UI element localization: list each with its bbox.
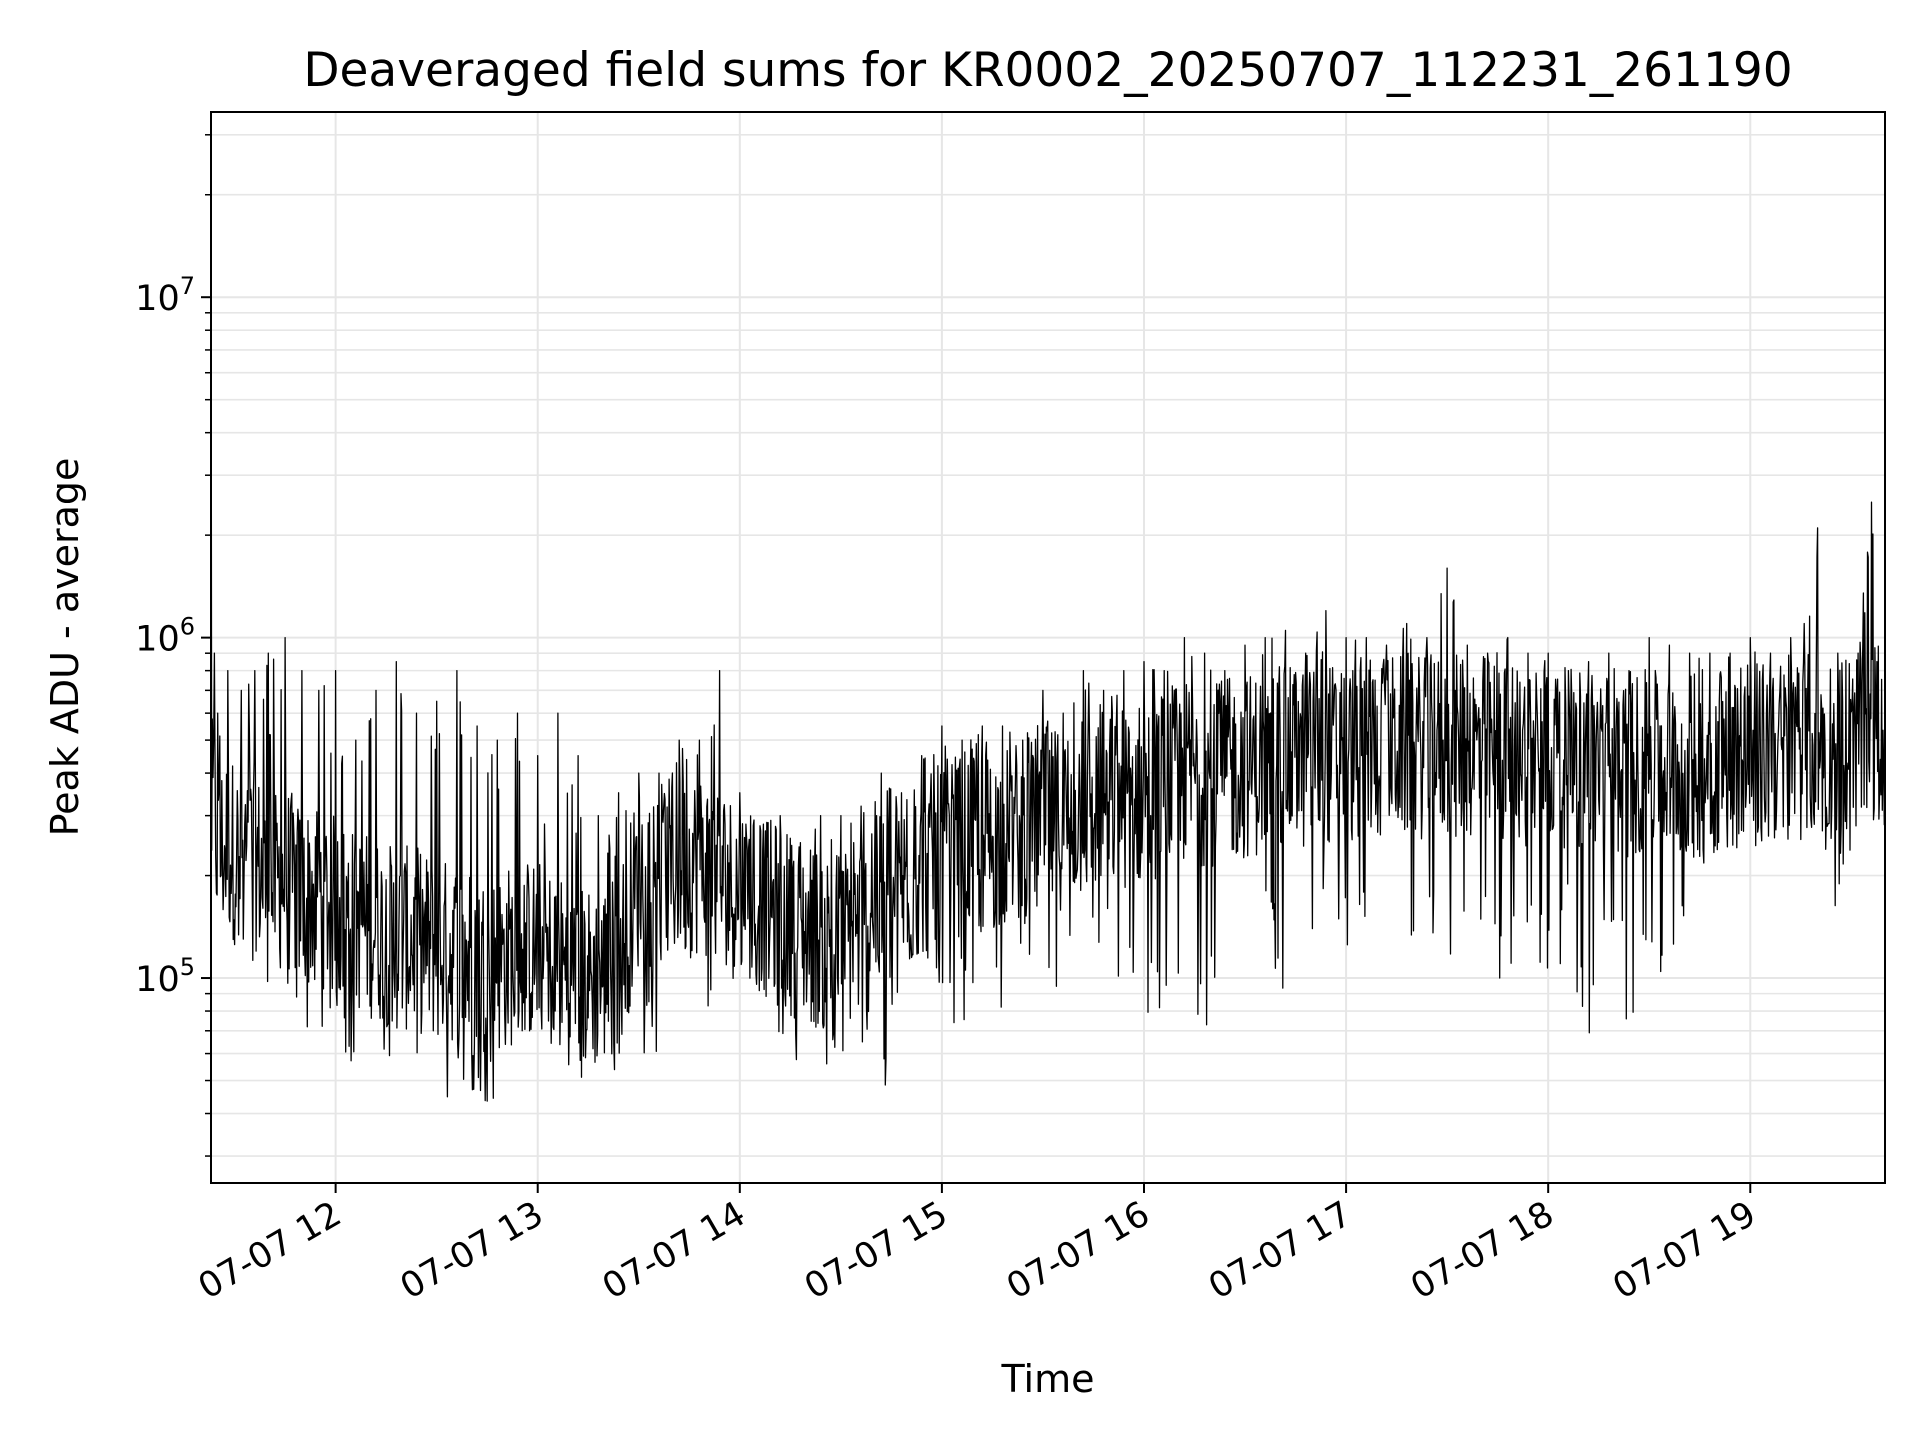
data-layer	[210, 161, 1886, 1102]
series-line-0	[210, 161, 1886, 1102]
y-tick-base: 10	[135, 960, 180, 1000]
y-tick-label: 106	[135, 613, 195, 660]
y-tick-label: 107	[135, 272, 195, 319]
y-tick-exponent: 7	[180, 272, 195, 300]
chart-title: Deaveraged field sums for KR0002_2025070…	[303, 43, 1792, 98]
y-tick-exponent: 5	[180, 953, 195, 981]
y-axis-label: Peak ADU - average	[43, 458, 87, 837]
x-axis-label: Time	[1001, 1357, 1095, 1401]
y-tick-base: 10	[135, 620, 180, 660]
plot-frame	[210, 111, 1886, 1184]
y-tick-label: 105	[135, 953, 195, 1000]
y-tick-base: 10	[135, 279, 180, 319]
y-tick-exponent: 6	[180, 613, 195, 641]
